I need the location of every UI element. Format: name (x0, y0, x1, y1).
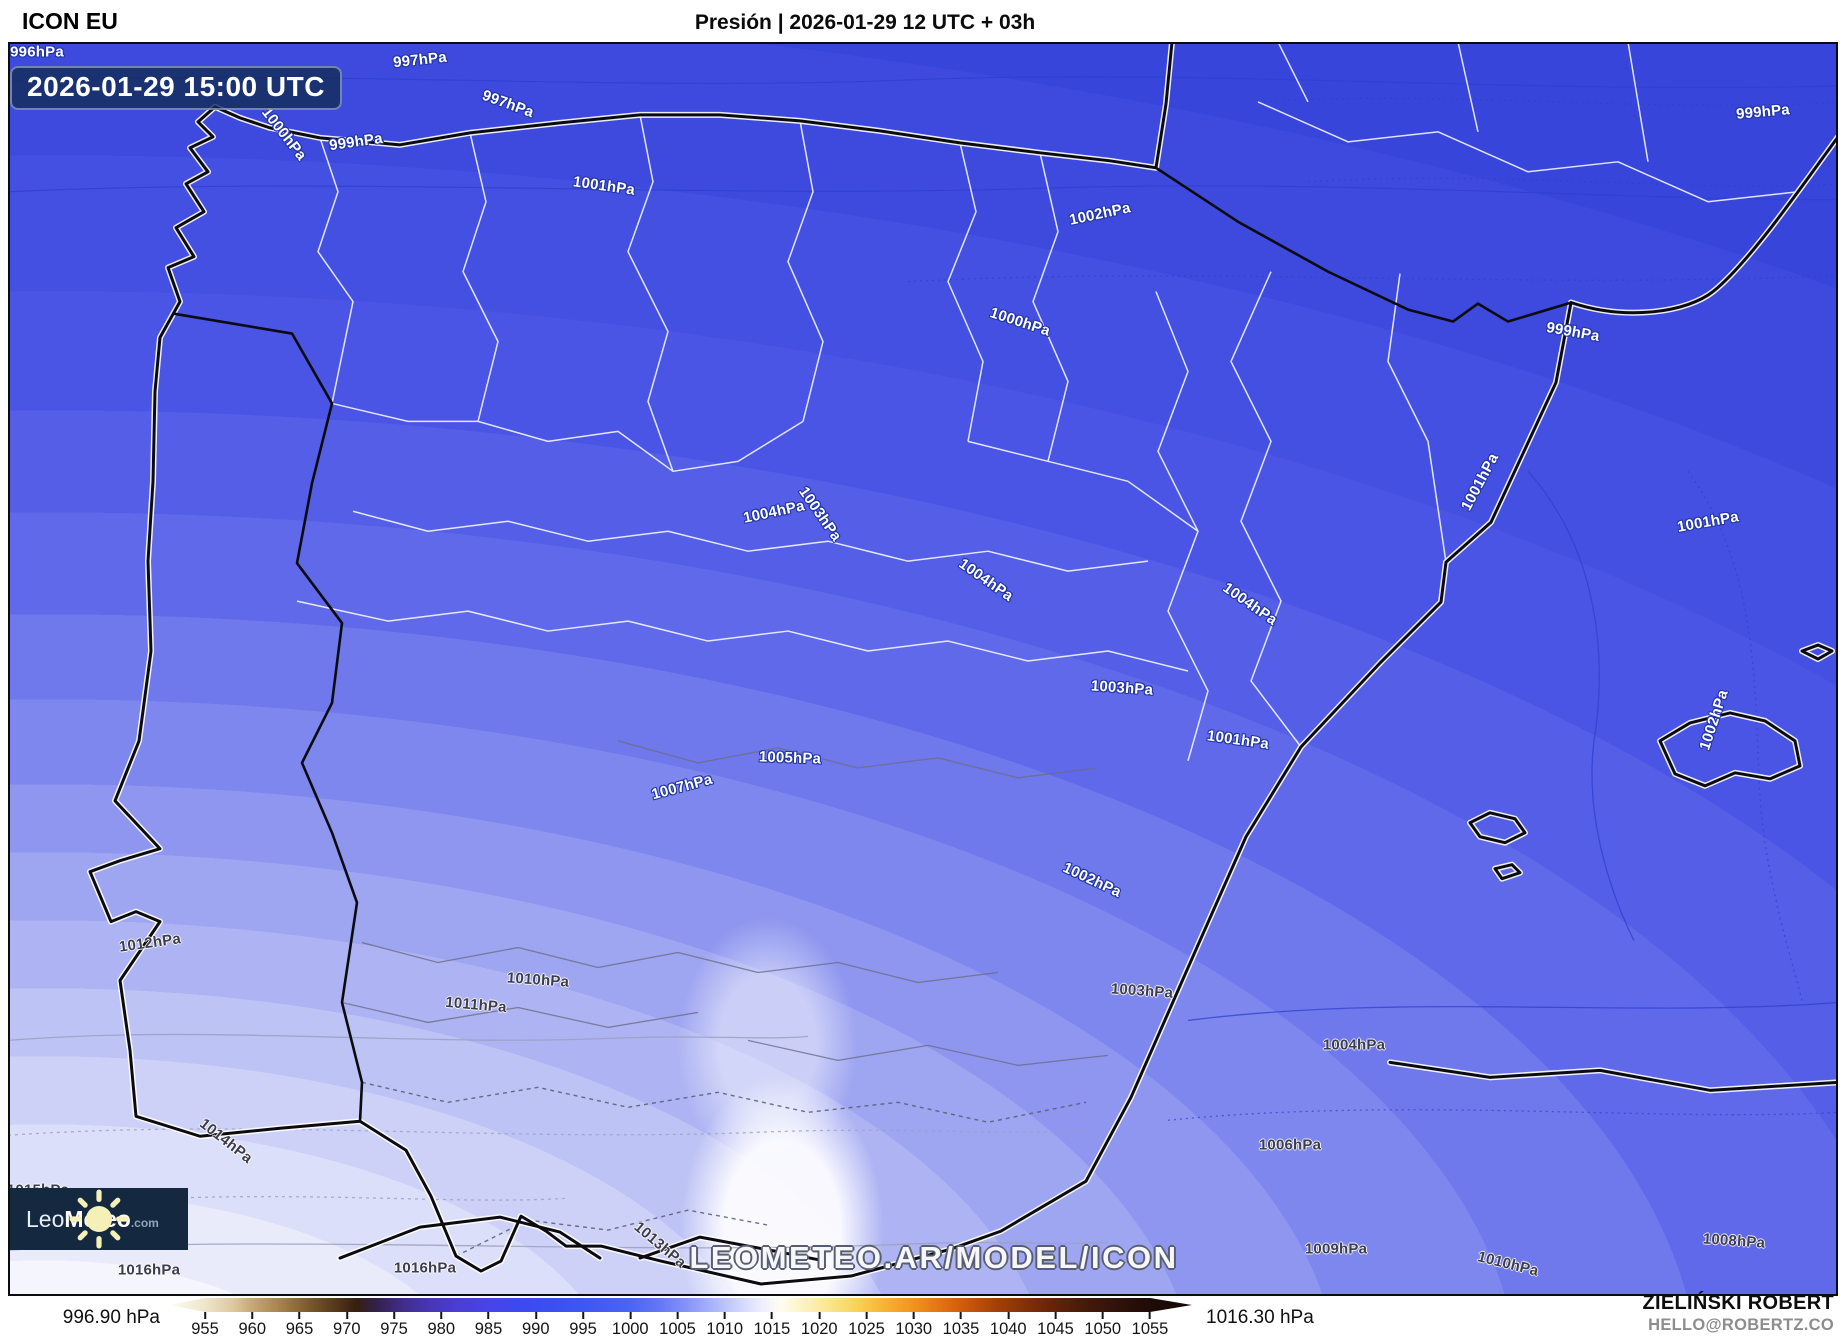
coastline (88, 42, 1838, 1286)
author-contact: HELLO@ROBERTZ.CO (1648, 1316, 1834, 1334)
contour-label: 1006hPa (1258, 1136, 1322, 1154)
watermark: LEOMETEO.AR/MODEL/ICON (689, 1240, 1179, 1275)
contour-label: 1000hPa (987, 304, 1053, 340)
colorbar-tick: 1050 (1084, 1312, 1121, 1339)
contour-label: 997hPa (479, 86, 537, 122)
colorbar-tick: 1030 (895, 1312, 932, 1339)
contour-label: 1004hPa (1219, 579, 1281, 629)
colorbar-tick: 965 (286, 1312, 313, 1339)
author-credit: ZIELIŃSKI ROBERT (1642, 1292, 1834, 1314)
contour-label: 1001hPa (1205, 727, 1271, 753)
colorbar-tick: 1025 (848, 1312, 885, 1339)
contour-label: 1007hPa (649, 770, 715, 804)
colorbar-tick: 985 (475, 1312, 502, 1339)
isobar-lines-light-dashed (8, 1128, 1089, 1201)
colorbar-tick: 1005 (659, 1312, 696, 1339)
contour-label: 1001hPa (571, 173, 637, 199)
contour-label: 1009hPa (1304, 1240, 1368, 1258)
province-borders (296, 42, 1799, 762)
contour-label: 1001hPa (1675, 508, 1741, 536)
region-borders-dashed (361, 1081, 1087, 1257)
leometeo-logo: LeoMeteo.com (10, 1188, 188, 1250)
colorbar-tick: 1020 (801, 1312, 838, 1339)
colorbar-tick: 990 (522, 1312, 550, 1339)
model-label: ICON EU (22, 8, 118, 34)
colorbar-tick: 955 (191, 1312, 219, 1339)
sun-icon (69, 1189, 129, 1249)
contour-label: 1003hPa (1110, 980, 1174, 1002)
pressure-map: 996hPa 997hPa 997hPa 999hPa 1000hPa 1001hPa 10… (8, 42, 1838, 1296)
colorbar-tick: 995 (569, 1312, 597, 1339)
contour-label: 999hPa (1735, 101, 1791, 123)
contour-label: 1011hPa (444, 993, 508, 1017)
contour-label: 1016hPa (393, 1259, 457, 1277)
colorbar-tick: 1045 (1037, 1312, 1074, 1339)
colorbar-ticks: 955 960 965 970 975 980 985 990 995 1000 1005 1010 1… (191, 1312, 1168, 1339)
contour-labels: 996hPa 997hPa 997hPa 999hPa 1000hPa 1001hPa 10… (8, 42, 1838, 1296)
contour-label: 1014hPa (196, 1115, 256, 1167)
contour-label: 1012hPa (117, 930, 183, 956)
timestamp-badge: 2026-01-29 15:00 UTC (10, 66, 342, 110)
contour-label: 1016hPa (117, 1261, 181, 1279)
country-borders (172, 166, 1572, 1122)
colorbar-tick: 1055 (1132, 1312, 1168, 1339)
contour-label: 996hPa (10, 43, 64, 61)
contour-label: 1002hPa (1067, 199, 1133, 229)
legend-min-value: 996.90 hPa (62, 1307, 160, 1328)
contour-label: 999hPa (328, 129, 384, 155)
contour-label: 1002hPa (1696, 687, 1732, 753)
contour-label: 1005hPa (758, 748, 822, 768)
colorbar-tick: 980 (427, 1312, 455, 1339)
contour-label: 1002hPa (1060, 859, 1124, 901)
contour-label: 1004hPa (955, 555, 1017, 605)
colorbar-tick: 1000 (612, 1312, 649, 1339)
colorbar-tick: 1040 (990, 1312, 1027, 1339)
colorbar (170, 1298, 1192, 1312)
contour-label: 1010hPa (1475, 1248, 1541, 1280)
province-borders-south (341, 740, 1109, 1067)
contour-label: 1010hPa (506, 969, 570, 991)
colorbar-tick: 1010 (706, 1312, 743, 1339)
isobar-lines-light (8, 1033, 1109, 1251)
contour-label: 999hPa (1545, 318, 1601, 346)
isobar-lines-dashed (907, 97, 1838, 1121)
map-lines (8, 42, 1838, 1288)
contour-label: 997hPa (392, 48, 448, 72)
contour-label: 1003hPa (1090, 677, 1154, 699)
contour-label: 1004hPa (741, 497, 807, 527)
colorbar-tick: 1035 (943, 1312, 979, 1339)
legend-max-value: 1016.30 hPa (1206, 1307, 1314, 1328)
contour-label: 1008hPa (1702, 1230, 1766, 1252)
colorbar-tick: 960 (238, 1312, 266, 1339)
colorbar-tick: 970 (333, 1312, 361, 1339)
pressure-field (8, 42, 1838, 1296)
contour-label: 1000hPa (258, 104, 310, 164)
contour-label: 1013hPa (630, 1218, 690, 1272)
page-title: Presión | 2026-01-29 12 UTC + 03h (694, 11, 1036, 34)
colorbar-tick: 1015 (754, 1312, 790, 1339)
contour-label: 1004hPa (1322, 1036, 1386, 1054)
contour-label: 1001hPa (1457, 450, 1503, 514)
colorbar-tick: 975 (380, 1312, 408, 1339)
